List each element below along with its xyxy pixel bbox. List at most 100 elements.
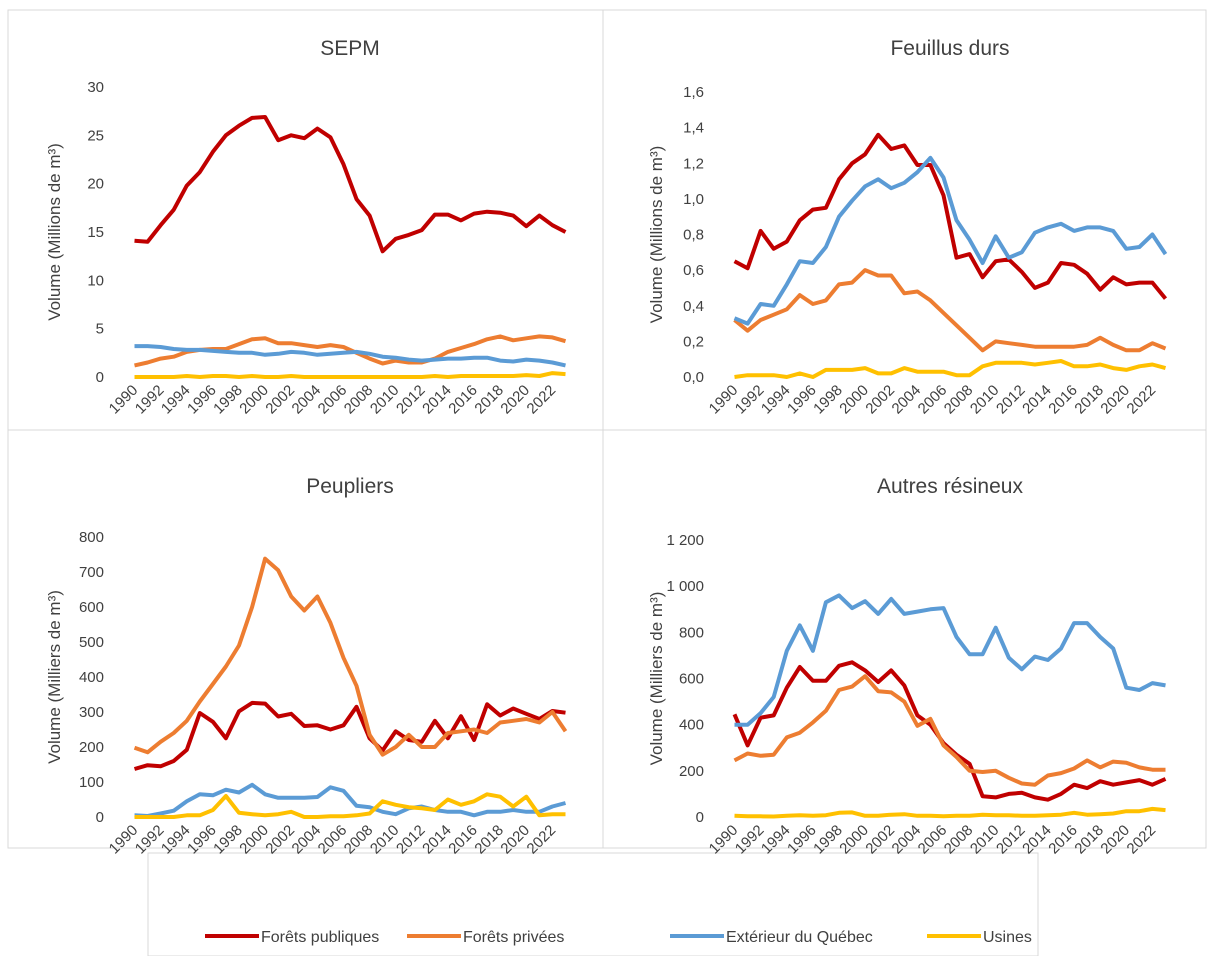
legend-label: Usines — [983, 929, 1032, 946]
y-tick-label: 400 — [79, 669, 104, 686]
x-tick-label: 2002 — [262, 822, 298, 858]
x-tick-label: 2008 — [341, 382, 377, 418]
x-tick-label: 2016 — [445, 382, 481, 418]
y-tick-label: 200 — [679, 763, 704, 780]
y-tick-label: 0,2 — [683, 333, 704, 350]
frame — [7, 9, 1207, 849]
x-tick-label: 1998 — [810, 382, 846, 418]
y-tick-label: 0 — [96, 809, 104, 826]
x-tick-label: 1992 — [732, 822, 768, 858]
x-tick-label: 2008 — [341, 822, 377, 858]
series-line — [134, 371, 566, 379]
legend-label: Extérieur du Québec — [726, 929, 873, 946]
x-tick-label: 1996 — [784, 382, 820, 418]
y-tick-label: 400 — [679, 717, 704, 734]
y-tick-label: 0,0 — [683, 369, 704, 386]
x-tick-label: 2002 — [862, 382, 898, 418]
y-axis-label: Volume (Millions de m³) — [647, 146, 666, 324]
x-tick-label: 2010 — [367, 822, 403, 858]
y-tick-label: 800 — [679, 624, 704, 641]
y-tick-label: 0 — [696, 809, 704, 826]
y-tick-label: 600 — [79, 599, 104, 616]
x-tick-label: 2020 — [498, 382, 534, 418]
x-tick-label: 2020 — [498, 822, 534, 858]
x-tick-label: 2004 — [289, 382, 325, 418]
legend-label: Forêts publiques — [261, 929, 379, 946]
x-tick-label: 2004 — [889, 382, 925, 418]
x-tick-label: 1996 — [784, 822, 820, 858]
y-tick-label: 500 — [79, 634, 104, 651]
series-line — [134, 782, 567, 818]
y-tick-label: 5 — [96, 321, 104, 338]
x-tick-label: 2018 — [1071, 382, 1107, 418]
y-tick-label: 20 — [87, 176, 104, 193]
y-tick-label: 1,0 — [683, 191, 704, 208]
y-tick-label: 10 — [87, 272, 104, 289]
y-tick-label: 300 — [79, 704, 104, 721]
x-tick-label: 1998 — [210, 382, 246, 418]
series-line — [133, 556, 568, 757]
x-tick-label: 2004 — [889, 822, 925, 858]
chart-title: SEPM — [320, 37, 380, 60]
series-line — [733, 132, 1168, 300]
x-tick-label: 2020 — [1098, 382, 1134, 418]
x-tick-label: 1996 — [184, 382, 220, 418]
x-tick-label: 2022 — [524, 382, 560, 418]
x-tick-label: 1998 — [210, 822, 246, 858]
x-tick-label: 2002 — [262, 382, 298, 418]
y-tick-label: 600 — [679, 671, 704, 688]
x-tick-label: 1990 — [106, 382, 142, 418]
x-tick-label: 2000 — [836, 382, 872, 418]
y-tick-label: 100 — [79, 774, 104, 791]
legend-label: Forêts privées — [463, 929, 564, 946]
x-tick-label: 1990 — [706, 822, 742, 858]
chart-title: Feuillus durs — [890, 37, 1009, 60]
series-line — [733, 268, 1167, 353]
x-tick-label: 1990 — [706, 382, 742, 418]
x-tick-label: 2012 — [393, 382, 429, 418]
x-tick-label: 2010 — [967, 822, 1003, 858]
y-axis-label: Volume (Millions de m³) — [45, 143, 64, 321]
x-tick-label: 1990 — [106, 822, 142, 858]
x-tick-label: 2016 — [445, 822, 481, 858]
x-tick-label: 2014 — [419, 382, 455, 418]
series-line — [733, 155, 1168, 326]
x-tick-label: 2010 — [967, 382, 1003, 418]
x-tick-label: 2022 — [1124, 382, 1160, 418]
y-tick-label: 1,6 — [683, 84, 704, 101]
x-tick-label: 2018 — [471, 822, 507, 858]
x-tick-label: 2002 — [862, 822, 898, 858]
y-tick-label: 0,6 — [683, 262, 704, 279]
x-tick-label: 1992 — [732, 382, 768, 418]
x-tick-label: 2006 — [915, 822, 951, 858]
y-tick-label: 200 — [79, 739, 104, 756]
x-tick-label: 2000 — [836, 822, 872, 858]
y-tick-label: 1 200 — [666, 532, 704, 549]
y-tick-label: 0 — [96, 369, 104, 386]
y-tick-label: 800 — [79, 529, 104, 546]
y-tick-label: 15 — [87, 224, 104, 241]
x-tick-label: 2018 — [1071, 822, 1107, 858]
x-tick-label: 1996 — [184, 822, 220, 858]
y-tick-label: 0,8 — [683, 227, 704, 244]
x-tick-label: 2016 — [1045, 822, 1081, 858]
series-line — [134, 115, 567, 254]
x-tick-label: 1992 — [132, 822, 168, 858]
x-tick-label: 2006 — [315, 382, 351, 418]
x-tick-label: 2000 — [236, 382, 272, 418]
series-line — [134, 344, 566, 368]
x-tick-label: 2006 — [915, 382, 951, 418]
x-tick-label: 2010 — [367, 382, 403, 418]
chart-title: Peupliers — [306, 475, 394, 498]
x-tick-label: 2022 — [524, 822, 560, 858]
x-tick-label: 1992 — [132, 382, 168, 418]
series-line — [734, 593, 1166, 727]
y-tick-label: 30 — [87, 79, 104, 96]
x-tick-label: 2022 — [1124, 822, 1160, 858]
x-tick-label: 1994 — [158, 382, 194, 418]
y-axis-label: Volume (Milliers de m³) — [647, 592, 666, 766]
series-line — [134, 792, 566, 819]
x-tick-label: 1998 — [810, 822, 846, 858]
